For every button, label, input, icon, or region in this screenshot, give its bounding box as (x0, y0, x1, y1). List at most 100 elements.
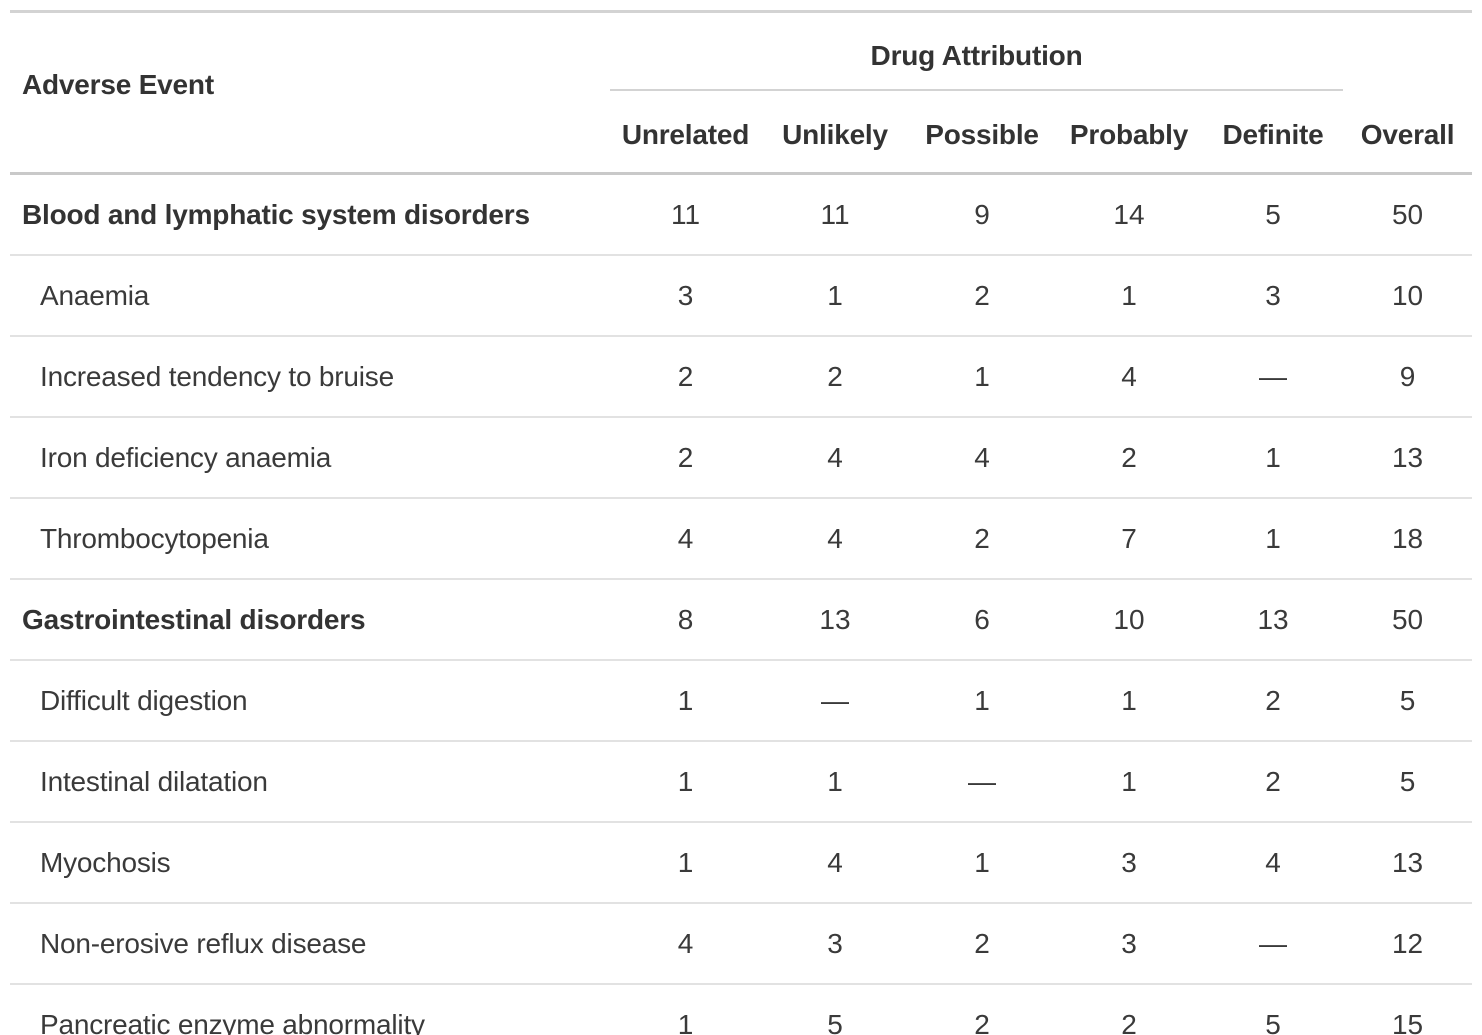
cell-value: 1 (1203, 417, 1344, 499)
cell-value: 1 (909, 822, 1055, 904)
cell-value: 1 (677, 1008, 694, 1035)
cell-value: 1 (909, 660, 1055, 742)
cell-value: 2 (909, 903, 1055, 985)
cell-value: 4 (1203, 822, 1344, 904)
cell-value: 13 (1343, 417, 1473, 499)
column-header-row: Unrelated Unlikely Possible Probably Def… (10, 90, 1473, 175)
cell-value: 13 (1203, 579, 1344, 661)
cell-value: 10 (1343, 255, 1473, 337)
cell-value: 1 (610, 660, 761, 742)
column-header-overall: Overall (1343, 90, 1473, 175)
cell-value: 1 (1203, 498, 1344, 580)
cell-value: — (1203, 336, 1344, 418)
cell-value: 13 (1343, 822, 1473, 904)
row-intestinal-dilatation: Intestinal dilatation 1 1 — 1 2 5 (10, 741, 1473, 823)
cell-value: 2 (1203, 741, 1344, 823)
cell-value: 1 (761, 741, 909, 823)
cell-value: 3 (761, 903, 909, 985)
cell-value: — (1203, 903, 1344, 985)
spanner-spacer (1343, 12, 1472, 91)
cell-value: 7 (1055, 498, 1203, 580)
cell-value: 1 (610, 741, 761, 823)
cell-value: 12 (1343, 903, 1473, 985)
cell-value: 18 (1343, 498, 1473, 580)
cell-value: 2 (909, 255, 1055, 337)
cell-value: 4 (761, 822, 909, 904)
row-myochosis: Myochosis 1 4 1 3 4 13 (10, 822, 1473, 904)
cell-value: 2 (909, 498, 1055, 580)
table-header: Adverse Event Drug Attribution Unrelated… (10, 11, 1473, 175)
column-header-probably: Probably (1055, 90, 1203, 175)
cell-value: 5 (1343, 741, 1473, 823)
cell-value: 3 (1055, 903, 1203, 985)
cell-value: 11 (610, 173, 761, 256)
row-label: Gastrointestinal disorders (10, 579, 610, 661)
cell-value: 50 (1343, 173, 1473, 256)
cell-value: 14 (1055, 173, 1203, 256)
cell-value: 3 (1055, 822, 1203, 904)
cell-value: 1 (761, 255, 909, 337)
cell-value: 1 (1055, 660, 1203, 742)
adverse-event-column-header: Adverse Event (10, 11, 610, 175)
row-label: Increased tendency to bruise (10, 336, 610, 418)
cell-value: — (761, 660, 909, 742)
row-label: Myochosis (10, 822, 610, 904)
row-non-erosive-reflux-disease: Non-erosive reflux disease 4 3 2 3 — 12 (10, 903, 1473, 985)
spanner-row: Adverse Event Drug Attribution (10, 11, 1472, 175)
cell-value: 10 (1055, 579, 1203, 661)
row-anaemia: Anaemia 3 1 2 1 3 10 (10, 255, 1473, 337)
row-iron-deficiency-anaemia: Iron deficiency anaemia 2 4 4 2 1 13 (10, 417, 1473, 499)
row-increased-tendency-to-bruise: Increased tendency to bruise 2 2 1 4 — 9 (10, 336, 1473, 418)
row-label: Non-erosive reflux disease (10, 903, 610, 985)
adverse-events-table: Adverse Event Drug Attribution Unrelated… (10, 10, 1473, 1035)
cell-value: 2 (1121, 1008, 1137, 1035)
row-difficult-digestion: Difficult digestion 1 — 1 1 2 5 (10, 660, 1473, 742)
row-label: Anaemia (10, 255, 610, 337)
cell-value: 9 (909, 173, 1055, 256)
cell-value: 6 (909, 579, 1055, 661)
row-label: Pancreatic enzyme abnormality (40, 1008, 425, 1035)
cell-value: 8 (610, 579, 761, 661)
cell-value: 5 (1343, 660, 1473, 742)
cell-value: 1 (610, 822, 761, 904)
row-thrombocytopenia: Thrombocytopenia 4 4 2 7 1 18 (10, 498, 1473, 580)
row-pancreatic-enzyme-abnormality: Pancreatic enzyme abnormality 1 5 2 2 5 … (10, 984, 1472, 1035)
row-label: Iron deficiency anaemia (10, 417, 610, 499)
cell-value: 1 (909, 336, 1055, 418)
cell-value: 5 (827, 1008, 843, 1035)
cell-value: 50 (1343, 579, 1473, 661)
cell-value: 4 (761, 417, 909, 499)
cell-value: 15 (1391, 1008, 1424, 1035)
cell-value: 4 (610, 498, 761, 580)
cell-value: 2 (1203, 660, 1344, 742)
cell-value: 1 (1055, 255, 1203, 337)
cell-value: 3 (610, 255, 761, 337)
cell-value: 2 (610, 417, 761, 499)
row-label: Blood and lymphatic system disorders (10, 173, 610, 256)
cell-value: 2 (761, 336, 909, 418)
cell-value: 3 (1203, 255, 1344, 337)
cell-value: 4 (610, 903, 761, 985)
column-header-unlikely: Unlikely (761, 90, 909, 175)
column-header-definite: Definite (1203, 90, 1344, 175)
cell-value: 2 (610, 336, 761, 418)
cell-value: 4 (909, 417, 1055, 499)
cell-value: 4 (1055, 336, 1203, 418)
row-label: Intestinal dilatation (10, 741, 610, 823)
cell-value: 2 (1055, 417, 1203, 499)
column-header-possible: Possible (909, 90, 1055, 175)
drug-attribution-spanner: Drug Attribution (610, 11, 1344, 91)
cell-value: 5 (1265, 1008, 1281, 1035)
cell-value: 11 (761, 173, 909, 256)
cell-value: 9 (1343, 336, 1473, 418)
table-body: Blood and lymphatic system disorders 11 … (10, 173, 1473, 1035)
cell-value: 13 (761, 579, 909, 661)
row-label: Difficult digestion (10, 660, 610, 742)
row-blood-lymphatic: Blood and lymphatic system disorders 11 … (10, 173, 1473, 256)
row-gastrointestinal: Gastrointestinal disorders 8 13 6 10 13 … (10, 579, 1473, 661)
cell-value: 2 (974, 1008, 990, 1035)
cell-value: 1 (1055, 741, 1203, 823)
row-label: Thrombocytopenia (10, 498, 610, 580)
cell-value: 5 (1203, 173, 1344, 256)
cell-value: — (909, 741, 1055, 823)
